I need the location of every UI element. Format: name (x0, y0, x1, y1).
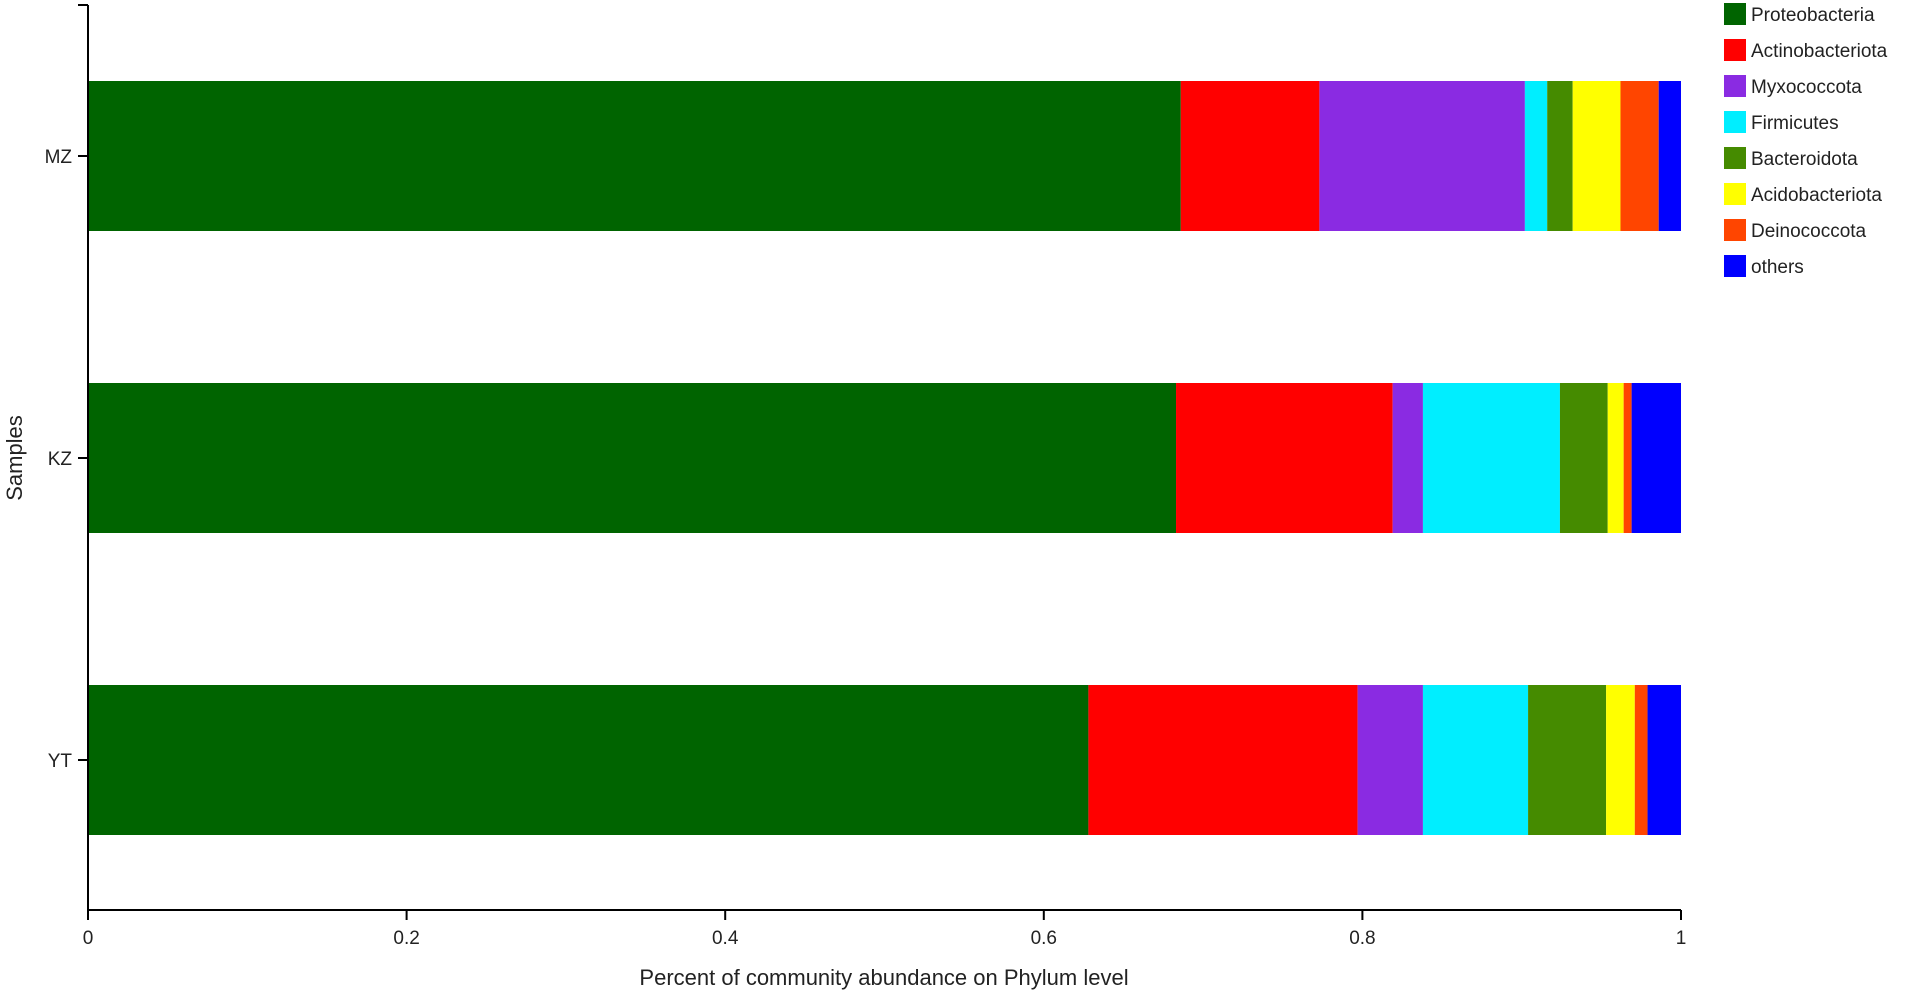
bar-segment-yt-actinobacteriota (1088, 685, 1358, 835)
bar-segment-kz-deinococcota (1623, 383, 1632, 533)
legend-label-myxococcota: Myxococcota (1751, 77, 1862, 98)
bar-segment-yt-deinococcota (1634, 685, 1648, 835)
y-axis-title: Samples (2, 415, 27, 501)
legend: Proteobacteria Actinobacteriota Myxococcot… (1724, 3, 1888, 278)
legend-label-acidobacteriota: Acidobacteriota (1751, 185, 1882, 206)
category-label-yt: YT (48, 751, 73, 772)
legend-label-proteobacteria: Proteobacteria (1751, 5, 1875, 26)
bar-segment-kz-bacteroidota (1559, 383, 1608, 533)
x-tick-label: 0.6 (1031, 928, 1057, 949)
legend-swatch-proteobacteria (1724, 3, 1746, 25)
legend-label-deinococcota: Deinococcota (1751, 221, 1867, 242)
legend-label-firmicutes: Firmicutes (1751, 113, 1839, 134)
bar-segment-yt-acidobacteriota (1606, 685, 1635, 835)
legend-swatch-actinobacteriota (1724, 39, 1746, 61)
bar-segment-yt-bacteroidota (1528, 685, 1607, 835)
bars-layer (88, 81, 1681, 835)
bar-segment-mz-deinococcota (1620, 81, 1659, 231)
bar-segment-mz-others (1658, 81, 1681, 231)
bar-segment-mz-firmicutes (1524, 81, 1548, 231)
bar-segment-yt-myxococcota (1357, 685, 1423, 835)
bar-segment-mz-actinobacteriota (1180, 81, 1320, 231)
bar-segment-yt-proteobacteria (88, 685, 1089, 835)
x-tick-label: 0.4 (712, 928, 739, 949)
legend-swatch-myxococcota (1724, 75, 1746, 97)
bar-segment-kz-actinobacteriota (1176, 383, 1393, 533)
legend-label-actinobacteriota: Actinobacteriota (1751, 41, 1888, 62)
bar-segment-kz-firmicutes (1422, 383, 1560, 533)
legend-swatch-others (1724, 255, 1746, 277)
category-label-kz: KZ (48, 449, 73, 470)
bar-segment-mz-bacteroidota (1547, 81, 1573, 231)
x-tick-label: 0 (83, 928, 94, 949)
axes-layer: 0 0.2 0.4 0.6 0.8 1 MZ KZ YT (45, 4, 1687, 949)
legend-swatch-acidobacteriota (1724, 183, 1746, 205)
bar-segment-kz-acidobacteriota (1607, 383, 1624, 533)
x-axis-title: Percent of community abundance on Phylum… (639, 965, 1128, 990)
legend-label-bacteroidota: Bacteroidota (1751, 149, 1858, 170)
x-tick-label: 0.8 (1349, 928, 1375, 949)
legend-label-others: others (1751, 257, 1804, 278)
bar-segment-kz-myxococcota (1392, 383, 1423, 533)
legend-swatch-deinococcota (1724, 219, 1746, 241)
bar-segment-mz-proteobacteria (88, 81, 1181, 231)
bar-segment-mz-myxococcota (1319, 81, 1525, 231)
x-tick-label: 0.2 (393, 928, 419, 949)
bar-segment-kz-proteobacteria (88, 383, 1177, 533)
category-label-mz: MZ (45, 147, 73, 168)
legend-swatch-bacteroidota (1724, 147, 1746, 169)
legend-swatch-firmicutes (1724, 111, 1746, 133)
bar-segment-yt-firmicutes (1422, 685, 1529, 835)
bar-segment-kz-others (1631, 383, 1681, 533)
x-tick-label: 1 (1676, 928, 1687, 949)
bar-segment-mz-acidobacteriota (1572, 81, 1621, 231)
bar-segment-yt-others (1647, 685, 1681, 835)
